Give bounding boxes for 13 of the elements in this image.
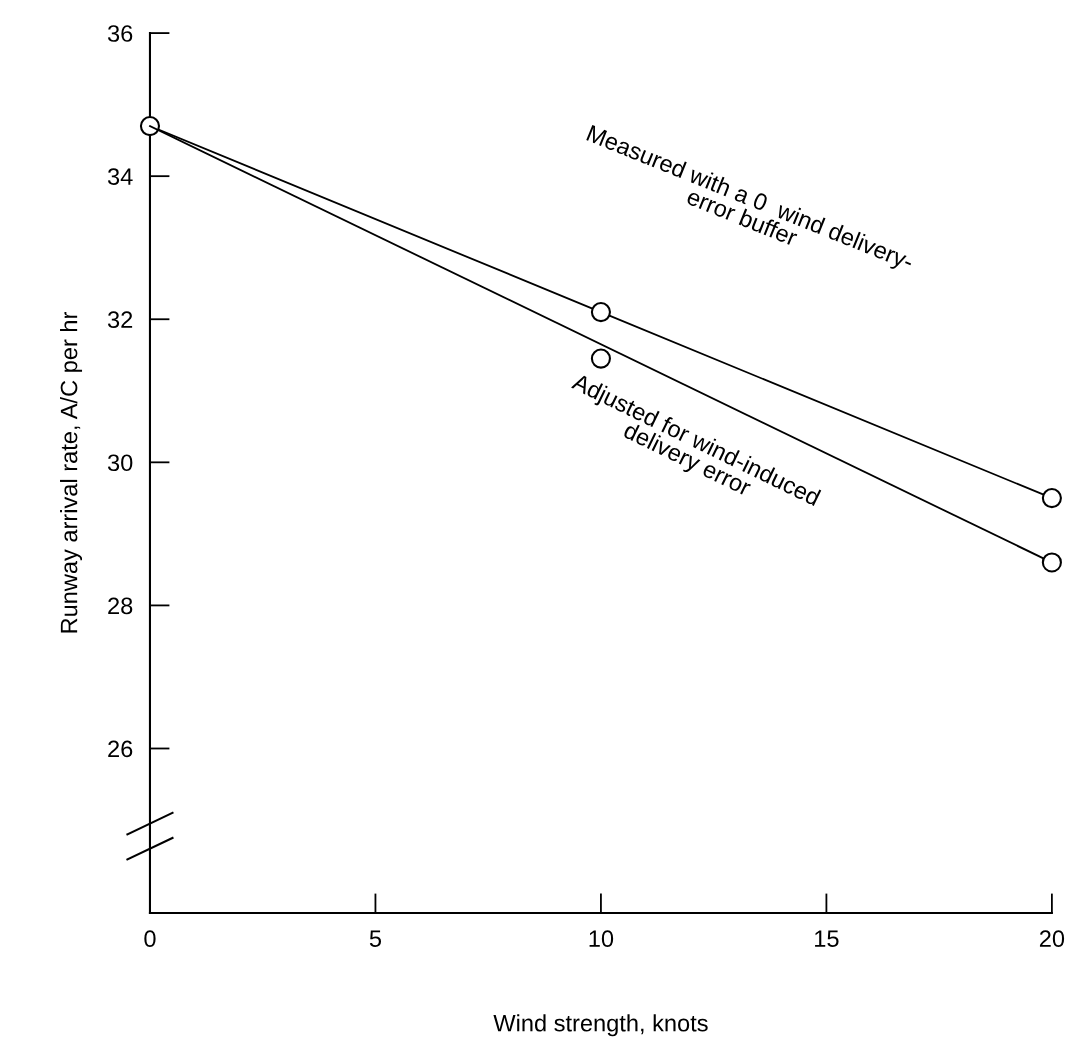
x-tick-label: 5 [369,930,382,948]
y-tick-label: 28 [108,597,133,615]
y-axis-title: Runway arrival rate, A/C per hr [60,312,83,633]
x-tick-label: 10 [589,930,614,948]
x-tick-label: 20 [1039,930,1065,948]
y-tick-label: 32 [107,311,133,329]
x-axis-title: Wind strength, knots [493,1014,708,1037]
x-tick-label: 15 [815,930,839,948]
y-tick-label: 30 [107,454,133,472]
y-tick-label: 26 [108,740,133,758]
y-tick-label: 36 [107,25,133,42]
y-tick-label: 34 [107,168,133,185]
x-tick-label: 0 [144,930,156,948]
